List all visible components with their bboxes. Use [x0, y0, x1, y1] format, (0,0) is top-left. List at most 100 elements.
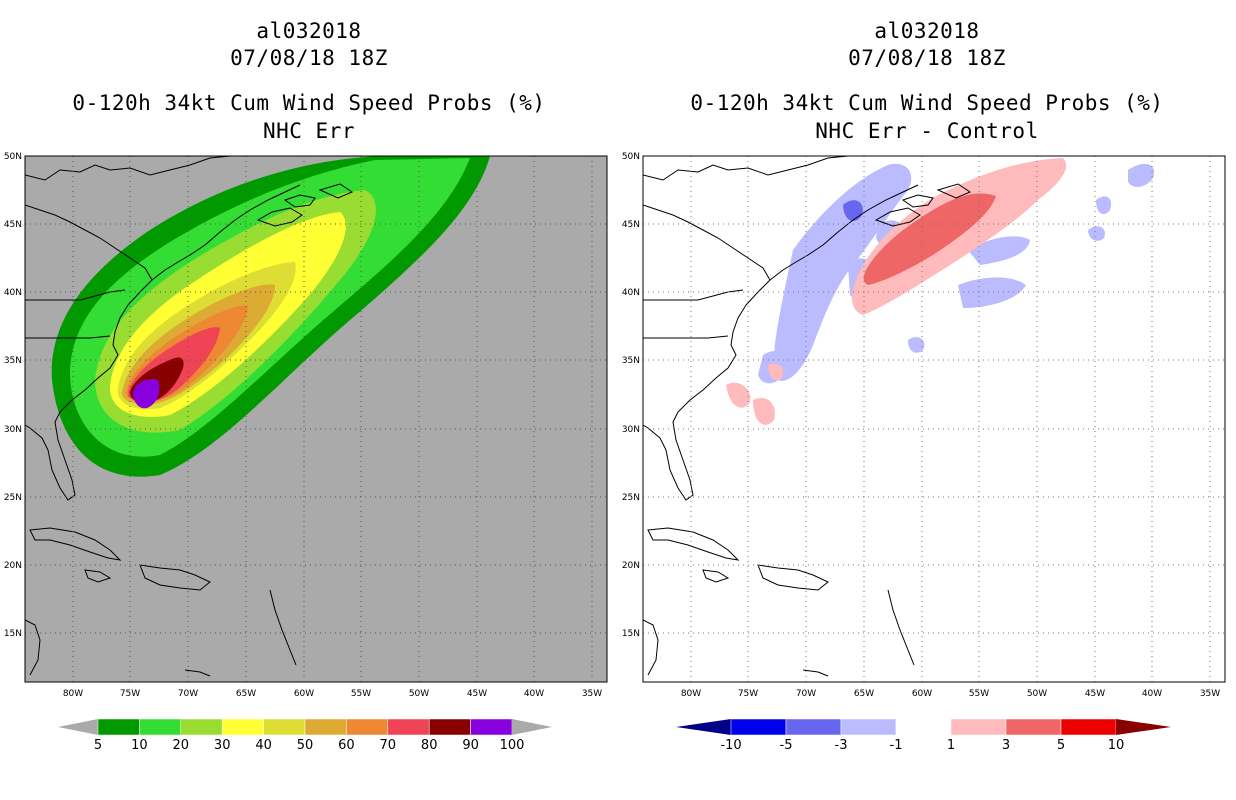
- lat-lon-gridlines: [25, 156, 607, 682]
- svg-text:70W: 70W: [178, 689, 198, 699]
- colorbar-label: 40: [255, 738, 272, 753]
- svg-text:15N: 15N: [4, 629, 22, 639]
- svg-text:50N: 50N: [4, 152, 22, 162]
- svg-text:75W: 75W: [120, 689, 140, 699]
- svg-text:20N: 20N: [622, 561, 640, 571]
- product-title: 0-120h 34kt Cum Wind Speed Probs (%): [72, 91, 546, 115]
- colorbar-swatch: [730, 718, 787, 736]
- difference-map: 50N 45N 40N 35N 30N 25N 20N 15N 80W 75W …: [622, 152, 1226, 753]
- svg-text:60W: 60W: [294, 689, 314, 699]
- svg-text:35W: 35W: [1200, 689, 1220, 699]
- svg-text:80W: 80W: [681, 689, 701, 699]
- coastlines: [643, 156, 972, 677]
- colorbar-under-arrow: [676, 719, 731, 735]
- colorbar-label: 10: [1108, 738, 1125, 753]
- colorbar-swatch: [428, 718, 471, 736]
- svg-text:40N: 40N: [622, 288, 640, 298]
- svg-text:25N: 25N: [622, 493, 640, 503]
- svg-text:35W: 35W: [582, 689, 602, 699]
- colorbar-swatch: [950, 718, 1007, 736]
- right-map-panel: al032018 07/08/18 18Z 0-120h 34kt Cum Wi…: [618, 0, 1236, 800]
- probability-map: 50N 45N 40N 35N 30N 25N 20N 15N 80W 75W …: [4, 152, 608, 753]
- colorbar-label: 3: [1002, 738, 1010, 753]
- colorbar-label: 60: [338, 738, 355, 753]
- colorbar-label: -3: [835, 738, 848, 753]
- svg-text:35N: 35N: [622, 356, 640, 366]
- latitude-labels: 50N 45N 40N 35N 30N 25N 20N 15N: [4, 152, 22, 639]
- colorbar-swatch: [785, 718, 842, 736]
- colorbar-swatch: [180, 718, 223, 736]
- colorbar-label: 20: [173, 738, 190, 753]
- probability-colorbar: 5 10 20 30 40 50 60 70 80 90 100: [58, 718, 552, 753]
- svg-text:50N: 50N: [622, 152, 640, 162]
- svg-text:40W: 40W: [1142, 689, 1162, 699]
- colorbar-label: 10: [131, 738, 148, 753]
- colorbar-label: 90: [462, 738, 479, 753]
- colorbar-swatch: [1005, 718, 1062, 736]
- datetime-title: 07/08/18 18Z: [848, 46, 1006, 70]
- svg-text:30N: 30N: [622, 425, 640, 435]
- colorbar-label: 30: [214, 738, 231, 753]
- subtitle: NHC Err: [262, 119, 355, 143]
- colorbar-swatch: [387, 718, 430, 736]
- colorbar-swatch: [97, 718, 140, 736]
- svg-text:40W: 40W: [524, 689, 544, 699]
- positive-difference-areas: [726, 158, 1067, 425]
- longitude-labels: 80W 75W 70W 65W 60W 55W 50W 45W 40W 35W: [681, 689, 1220, 699]
- colorbar-over-arrow: [512, 719, 552, 735]
- map-frame: [642, 155, 1226, 683]
- colorbar-label: 50: [297, 738, 314, 753]
- svg-text:55W: 55W: [969, 689, 989, 699]
- svg-text:70W: 70W: [796, 689, 816, 699]
- svg-text:40N: 40N: [4, 288, 22, 298]
- colorbar-label: -10: [720, 738, 741, 753]
- svg-text:35N: 35N: [4, 356, 22, 366]
- svg-text:20N: 20N: [4, 561, 22, 571]
- product-title: 0-120h 34kt Cum Wind Speed Probs (%): [690, 91, 1164, 115]
- prob-contour-90: [133, 379, 160, 409]
- colorbar-label: 1: [947, 738, 955, 753]
- difference-colorbar: -10 -5 -3 -1 1 3 5 10: [676, 718, 1171, 753]
- storm-id-title: al032018: [256, 19, 362, 43]
- colorbar-label: 80: [421, 738, 438, 753]
- colorbar-under-arrow: [58, 719, 98, 735]
- colorbar-swatch: [221, 718, 264, 736]
- map-frame: [24, 155, 608, 683]
- colorbar-swatch: [263, 718, 306, 736]
- svg-text:65W: 65W: [854, 689, 874, 699]
- subtitle: NHC Err - Control: [815, 119, 1039, 143]
- colorbar-swatch: [1060, 718, 1117, 736]
- colorbar-swatch: [304, 718, 347, 736]
- svg-text:55W: 55W: [351, 689, 371, 699]
- svg-text:30N: 30N: [4, 425, 22, 435]
- svg-text:80W: 80W: [63, 689, 83, 699]
- lat-lon-gridlines: [643, 156, 1225, 682]
- colorbar-swatch: [470, 718, 513, 736]
- colorbar-label: 100: [500, 738, 525, 753]
- colorbar-label: -1: [890, 738, 903, 753]
- datetime-title: 07/08/18 18Z: [230, 46, 388, 70]
- svg-text:45W: 45W: [467, 689, 487, 699]
- svg-text:60W: 60W: [912, 689, 932, 699]
- colorbar-over-arrow: [1116, 719, 1171, 735]
- svg-text:15N: 15N: [622, 629, 640, 639]
- colorbar-swatch: [346, 718, 389, 736]
- svg-text:45N: 45N: [4, 220, 22, 230]
- colorbar-swatch: [840, 718, 897, 736]
- colorbar-swatch: [895, 718, 952, 736]
- negative-difference-areas: [758, 163, 1154, 384]
- colorbar-swatch: [139, 718, 182, 736]
- svg-text:50W: 50W: [1027, 689, 1047, 699]
- colorbar-label: 70: [380, 738, 397, 753]
- svg-text:25N: 25N: [4, 493, 22, 503]
- svg-text:75W: 75W: [738, 689, 758, 699]
- left-map-panel: al032018 07/08/18 18Z 0-120h 34kt Cum Wi…: [4, 19, 608, 753]
- svg-text:45N: 45N: [622, 220, 640, 230]
- latitude-labels: 50N 45N 40N 35N 30N 25N 20N 15N: [622, 152, 640, 639]
- colorbar-label: 5: [1057, 738, 1065, 753]
- colorbar-label: -5: [780, 738, 793, 753]
- storm-id-title: al032018: [874, 19, 980, 43]
- svg-text:50W: 50W: [409, 689, 429, 699]
- longitude-labels: 80W 75W 70W 65W 60W 55W 50W 45W 40W 35W: [63, 689, 602, 699]
- coastlines: [25, 156, 354, 677]
